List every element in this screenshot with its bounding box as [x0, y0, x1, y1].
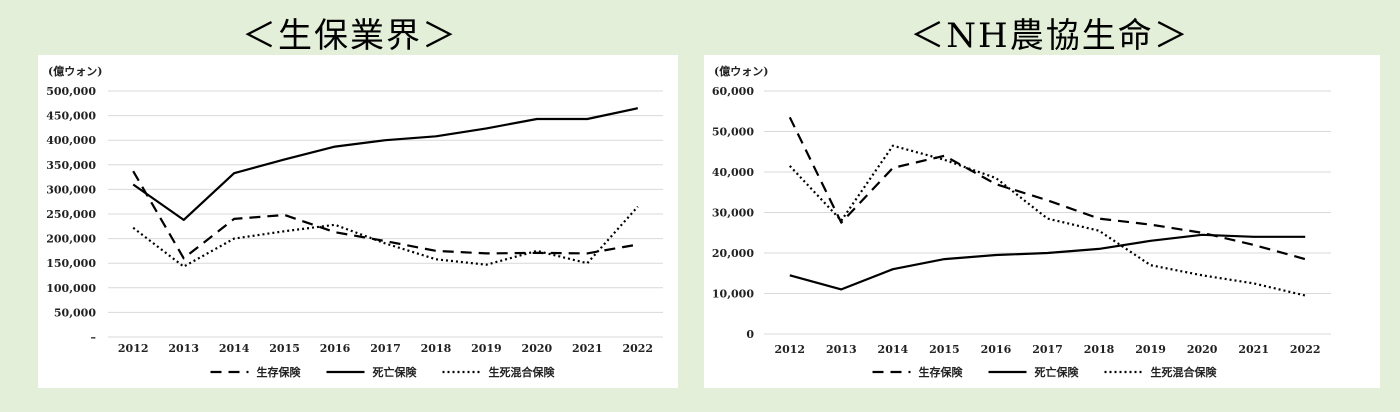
y-tick-label: 40,000 [712, 166, 754, 179]
y-tick-label: – [91, 331, 97, 344]
y-tick-label: 0 [746, 328, 754, 341]
legend-label: 生存保険 [919, 365, 964, 379]
x-tick-label: 2018 [1084, 343, 1115, 356]
chart-svg: (億ウォン) – 50,000 100,000 150,000 200,000 250,00… [46, 64, 663, 379]
y-tick-label: 300,000 [46, 183, 96, 196]
y-tick-label: 400,000 [46, 134, 96, 147]
y-tick-label: 350,000 [46, 159, 96, 172]
legend-label: 死亡保険 [373, 365, 418, 379]
x-tick-label: 2019 [471, 342, 502, 355]
x-tick-label: 2016 [981, 343, 1012, 356]
y-tick-label: 50,000 [54, 306, 96, 319]
series-line-solid [132, 107, 639, 221]
y-tick-label: 200,000 [46, 233, 96, 246]
x-tick-label: 2022 [1290, 343, 1321, 356]
y-tick-label: 150,000 [46, 257, 96, 270]
x-tick-label: 2015 [269, 342, 300, 355]
series-line-dotted [788, 144, 1306, 297]
x-tick-label: 2016 [320, 342, 351, 355]
x-tick-label: 2020 [522, 342, 553, 355]
chart-panel-nh: ＜NH農協生命＞ (億ウォン) 0 10,000 20,000 30,000 40,000… [700, 0, 1400, 412]
x-tick-label: 2014 [878, 343, 909, 356]
x-tick-label: 2012 [774, 343, 805, 356]
x-tick-label: 2015 [929, 343, 960, 356]
unit-label: (億ウォン) [714, 64, 768, 78]
chart-card: (億ウォン) 0 10,000 20,000 30,000 40,000 50,000 60,… [704, 55, 1380, 388]
chart-svg: (億ウォン) 0 10,000 20,000 30,000 40,000 50,000 60,… [712, 64, 1331, 379]
x-tick-label: 2013 [168, 342, 199, 355]
x-tick-label: 2017 [1032, 343, 1063, 356]
y-tick-label: 500,000 [46, 85, 96, 98]
legend-label: 生死混合保険 [1151, 365, 1218, 379]
x-tick-label: 2021 [572, 342, 603, 355]
y-tick-label: 50,000 [712, 126, 754, 139]
chart-panel-industry: ＜生保業界＞ (億ウォン) – 50,000 100,000 150,000 200,00… [38, 16, 678, 388]
y-tick-label: 450,000 [46, 110, 96, 123]
series-line-dotted [132, 205, 639, 268]
chart-title: ＜NH農協生命＞ [910, 16, 1190, 56]
chart-title: ＜生保業界＞ [242, 16, 458, 56]
x-tick-label: 2018 [421, 342, 452, 355]
x-tick-label: 2017 [370, 342, 401, 355]
y-tick-label: 60,000 [712, 85, 754, 98]
y-tick-label: 30,000 [712, 207, 754, 220]
legend-label: 死亡保険 [1035, 365, 1080, 379]
x-tick-label: 2014 [219, 342, 250, 355]
x-tick-label: 2012 [118, 342, 149, 355]
y-tick-label: 10,000 [712, 288, 754, 301]
y-tick-label: 250,000 [46, 208, 96, 221]
legend-label: 生存保険 [257, 365, 302, 379]
chart-card: (億ウォン) – 50,000 100,000 150,000 200,000 250,00… [38, 55, 678, 388]
x-tick-label: 2019 [1135, 343, 1166, 356]
series-line-dashed [132, 170, 638, 260]
x-tick-label: 2022 [622, 342, 653, 355]
y-tick-label: 20,000 [712, 247, 754, 260]
series-line-solid [789, 233, 1306, 291]
unit-label: (億ウォン) [48, 64, 102, 78]
x-tick-label: 2020 [1187, 343, 1218, 356]
x-tick-label: 2021 [1238, 343, 1269, 356]
x-tick-label: 2013 [826, 343, 857, 356]
legend-label: 生死混合保険 [489, 365, 556, 379]
series-line-dashed [788, 116, 1306, 261]
y-tick-label: 100,000 [46, 282, 96, 295]
